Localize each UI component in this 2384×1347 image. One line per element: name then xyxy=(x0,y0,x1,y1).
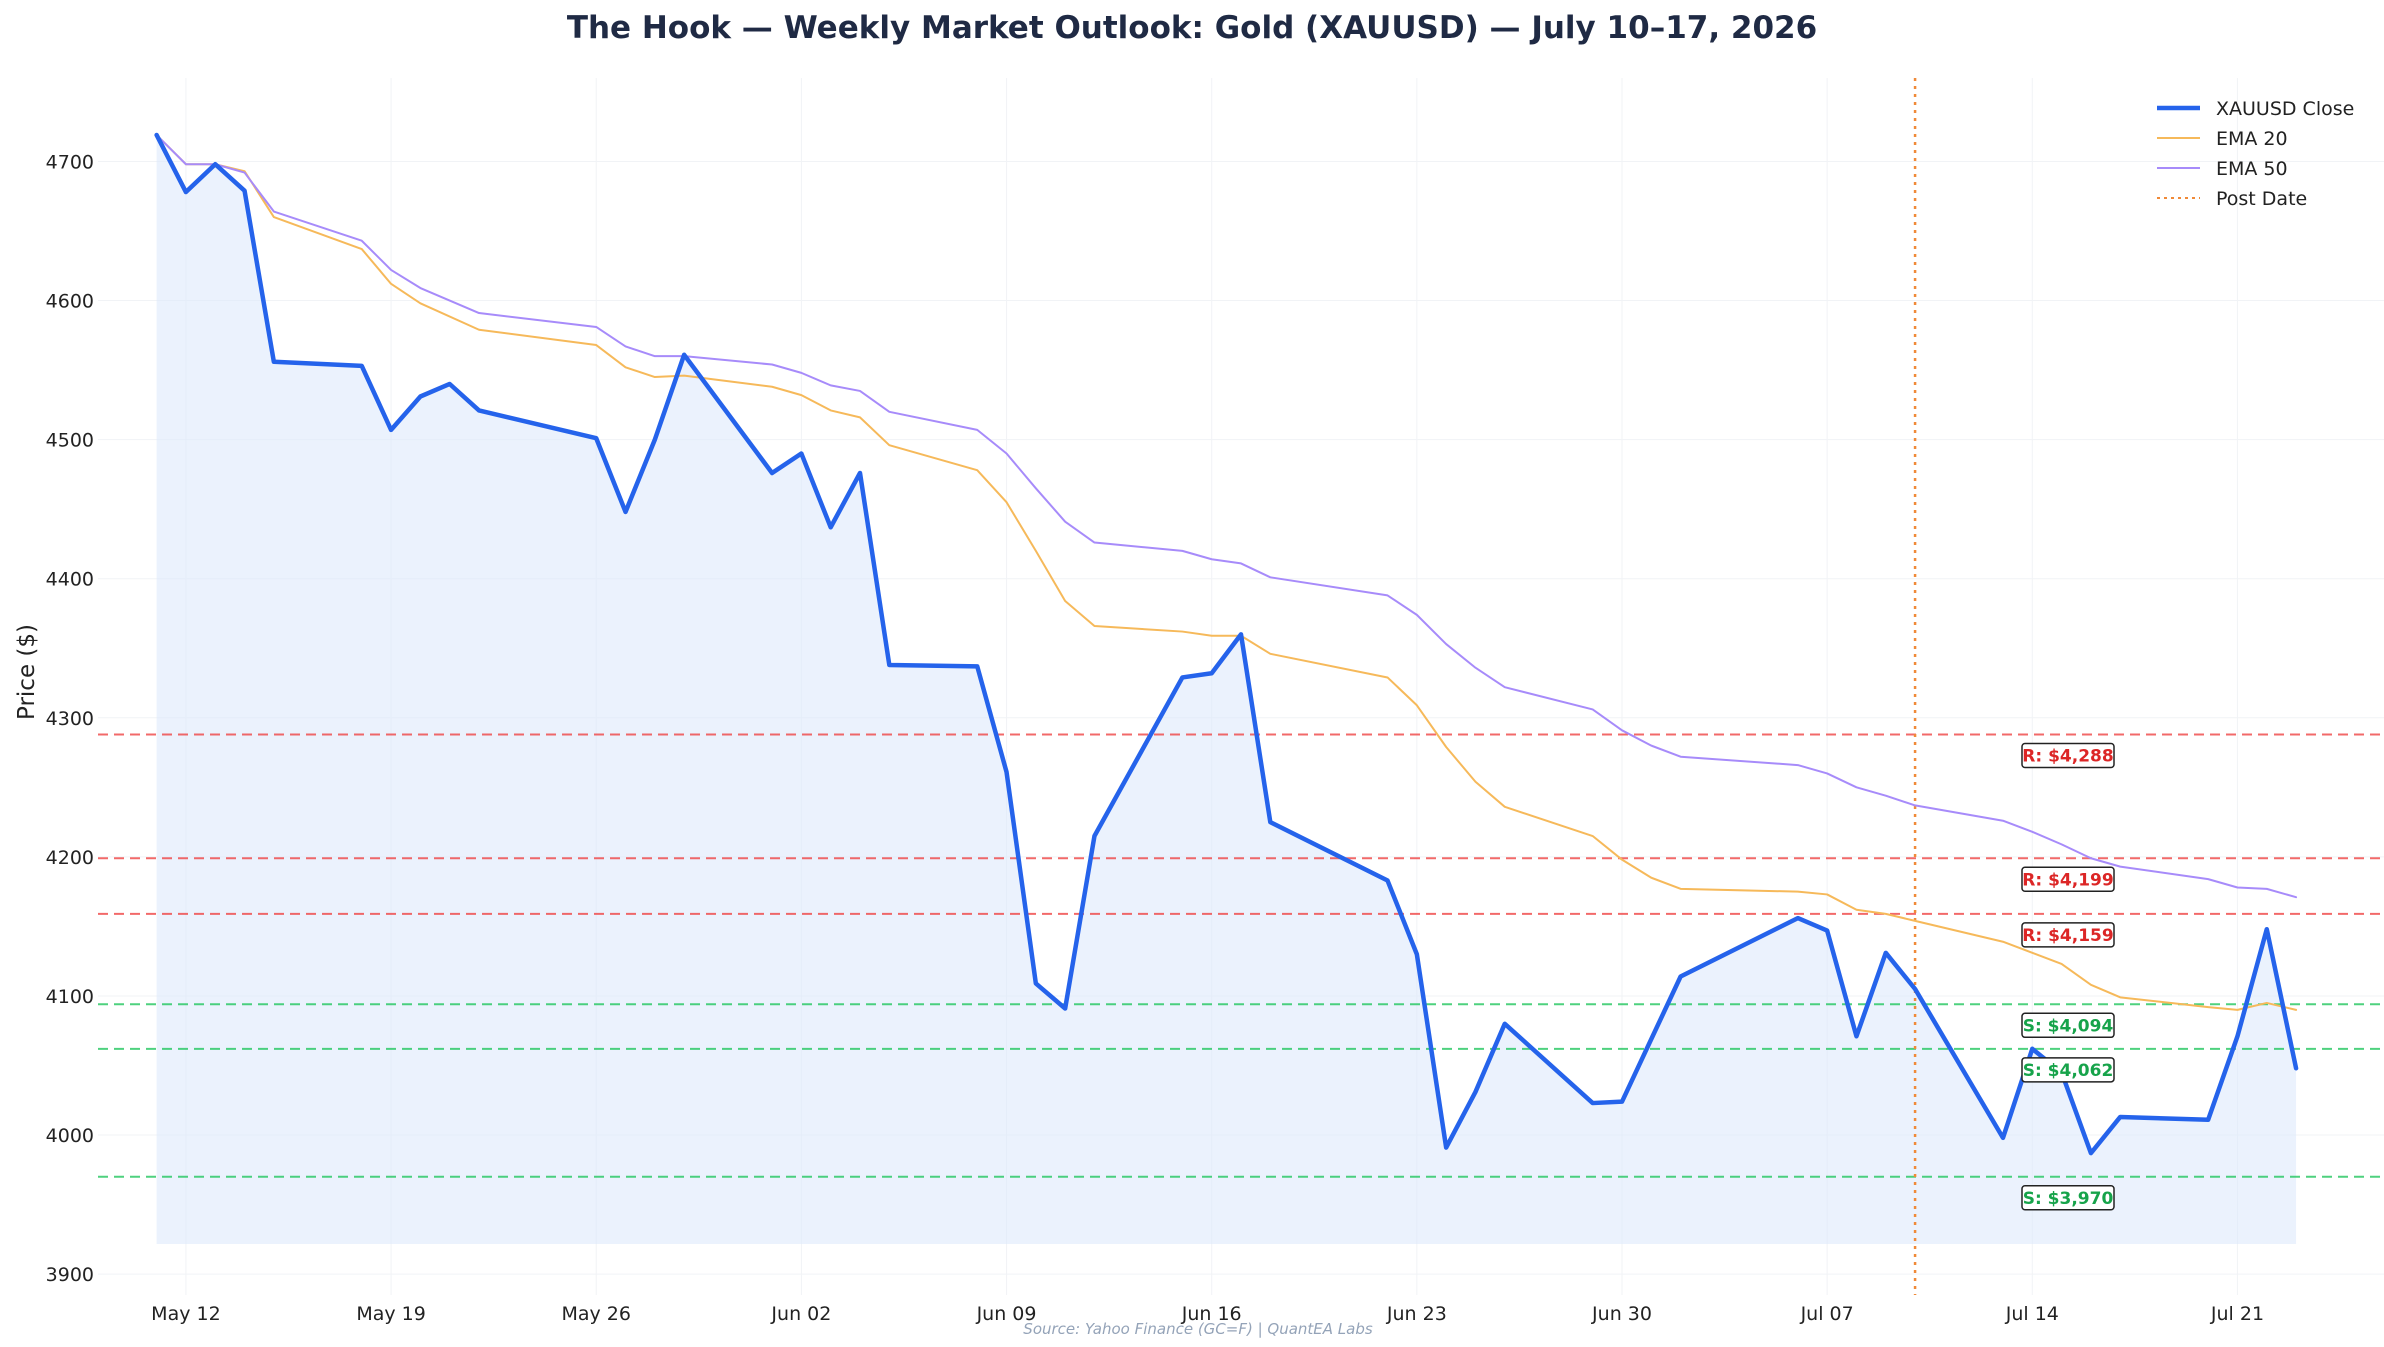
x-tick-label: Jun 09 xyxy=(976,1303,1037,1325)
resistance-label: R: $4,288 xyxy=(2022,746,2113,766)
x-tick-label: Jun 30 xyxy=(1591,1303,1652,1325)
x-tick-label: May 19 xyxy=(356,1303,426,1325)
resistance-label-box xyxy=(2021,922,2115,948)
y-tick-label: 4400 xyxy=(46,569,94,591)
y-tick-label: 4000 xyxy=(46,1125,94,1147)
x-tick-label: May 12 xyxy=(151,1303,221,1325)
series-lines xyxy=(154,132,2299,1156)
y-tick-label: 4600 xyxy=(46,291,94,313)
legend-label: XAUUSD Close xyxy=(2216,98,2354,120)
x-tick-label: Jul 21 xyxy=(2210,1303,2264,1325)
support-resistance-labels: R: $4,288 R: $4,199 R: $4,159 S: $4,094 S: $… xyxy=(2021,742,2115,1211)
y-tick-label: 4200 xyxy=(46,847,94,869)
close-area xyxy=(156,135,2297,1244)
resistance-label: R: $4,159 xyxy=(2022,926,2113,946)
legend-label: EMA 50 xyxy=(2216,158,2288,180)
source-note: Source: Yahoo Finance (GC=F) | QuantEA L… xyxy=(1023,1320,1373,1338)
x-tick-label: Jul 07 xyxy=(1800,1303,1854,1325)
x-tick-label: Jun 23 xyxy=(1386,1303,1447,1325)
support-label: S: $4,094 xyxy=(2023,1016,2114,1036)
resistance-label-box xyxy=(2021,866,2115,893)
ema-line-1 xyxy=(155,134,2298,1011)
y-axis-label: Price ($) xyxy=(14,624,40,720)
x-tick-label: Jun 16 xyxy=(1181,1303,1242,1325)
x-axis-ticks: May 12 May 19 May 26 Jun 02 Jun 09 Jun 16 Jun … xyxy=(151,1303,2264,1325)
support-label-box xyxy=(2021,1185,2115,1211)
y-tick-label: 4700 xyxy=(46,151,94,173)
y-tick-label: 3900 xyxy=(46,1264,94,1286)
ema-line-2 xyxy=(155,134,2298,899)
chart-title: The Hook — Weekly Market Outlook: Gold (… xyxy=(567,10,1817,46)
legend: XAUUSD Close EMA 20 EMA 50 Post Date xyxy=(2157,98,2354,210)
close-area-fill xyxy=(156,135,2297,1244)
support-resistance-lines xyxy=(98,733,2384,1178)
x-tick-label: Jun 02 xyxy=(770,1303,831,1325)
resistance-label: R: $4,199 xyxy=(2022,870,2113,890)
y-tick-label: 4300 xyxy=(46,708,94,730)
y-tick-label: 4500 xyxy=(46,430,94,452)
resistance-label-box xyxy=(2021,742,2115,769)
legend-label: Post Date xyxy=(2216,188,2307,210)
support-label-box xyxy=(2021,1057,2115,1083)
support-label-box xyxy=(2021,1012,2115,1039)
y-axis-ticks: 3900 4000 4100 4200 4300 4400 4500 4600 4700 xyxy=(46,151,94,1286)
x-tick-label: May 26 xyxy=(561,1303,631,1325)
support-label: S: $3,970 xyxy=(2023,1189,2114,1209)
legend-label: EMA 20 xyxy=(2216,128,2288,150)
y-tick-label: 4100 xyxy=(46,986,94,1008)
close-line xyxy=(154,132,2299,1156)
x-tick-label: Jul 14 xyxy=(2005,1303,2059,1325)
support-label: S: $4,062 xyxy=(2023,1061,2114,1081)
